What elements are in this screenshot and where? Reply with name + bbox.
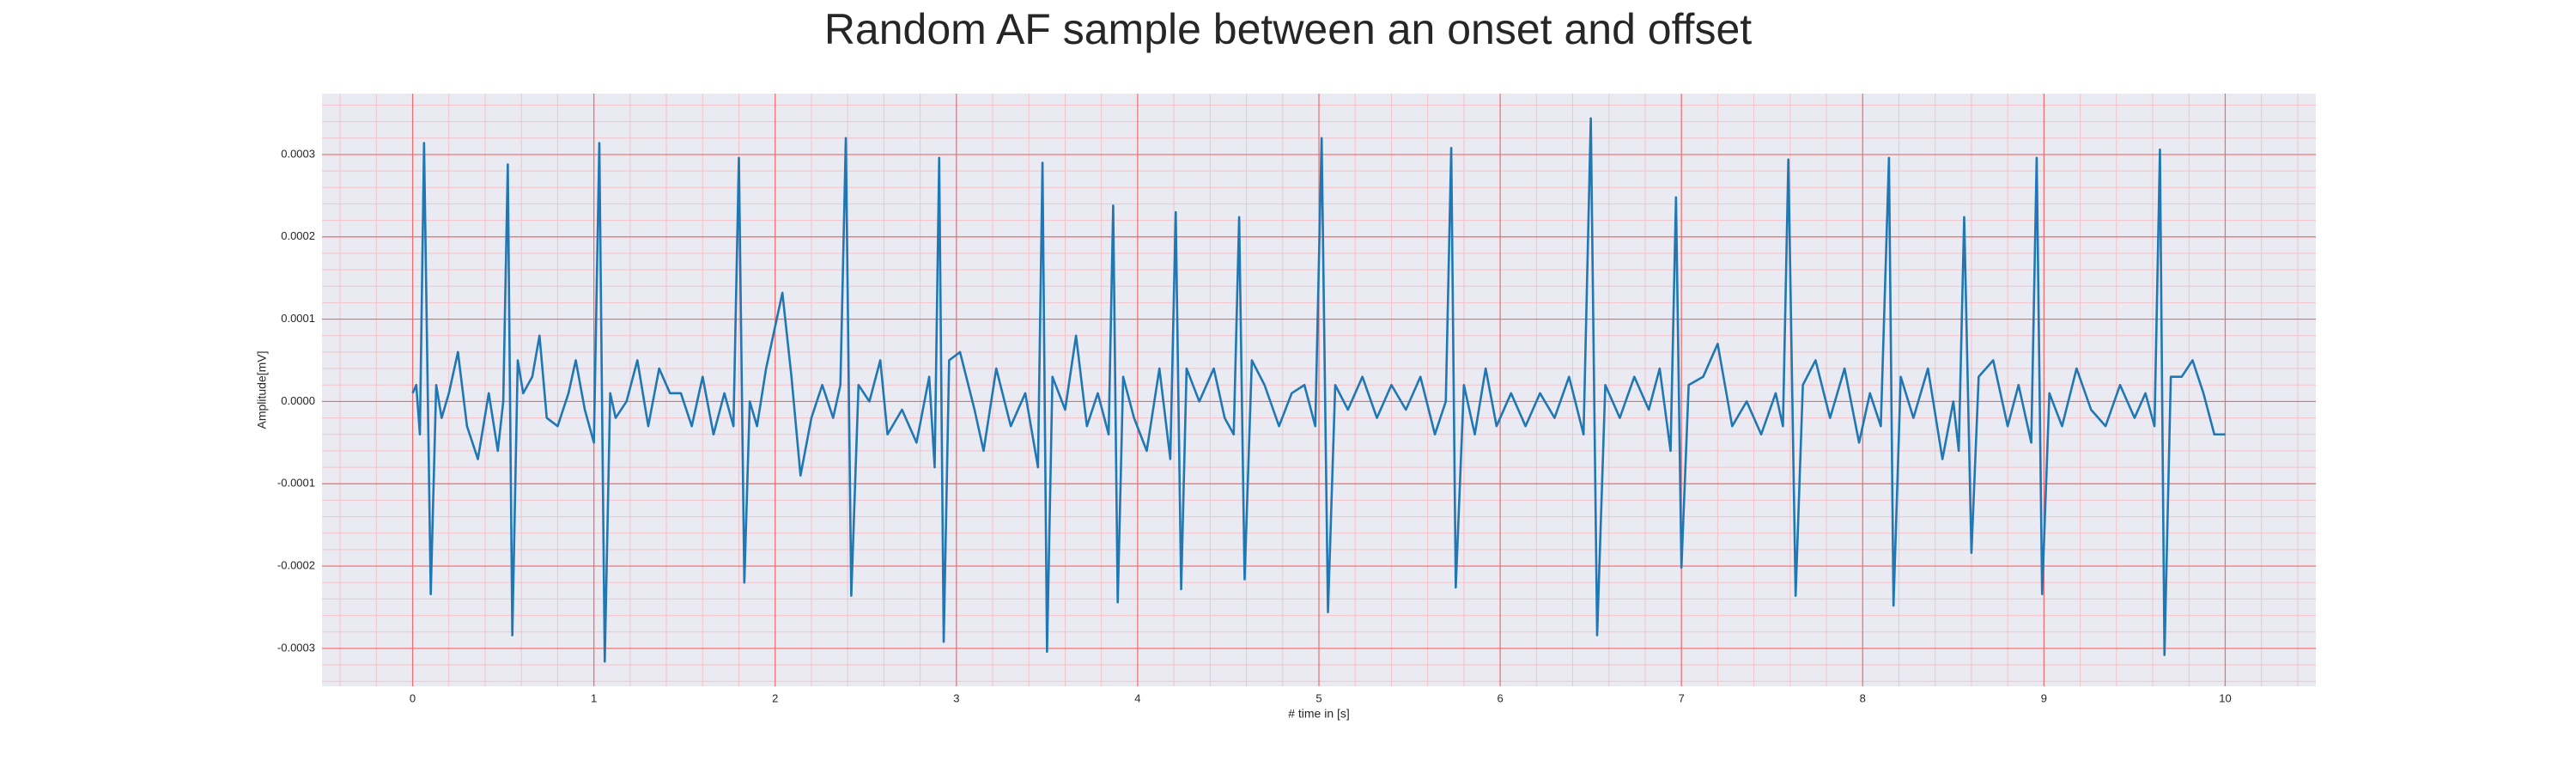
x-tick-label: 3 <box>953 691 959 704</box>
labels: 0 1 2 3 4 5 6 7 8 9 10 0.0003 0.0002 0.0001 0.0000 -0.0… <box>277 147 2232 704</box>
x-tick-label: 8 <box>1860 691 1866 704</box>
y-axis-label: Amplitude[mV] <box>255 350 269 429</box>
y-tick-label: -0.0001 <box>277 477 315 490</box>
y-tick-label: 0.0001 <box>281 312 315 325</box>
grid <box>322 94 2316 686</box>
x-tick-label: 4 <box>1134 691 1140 704</box>
series <box>411 117 2226 663</box>
y-tick-label: 0.0003 <box>281 147 315 160</box>
x-tick-label: 2 <box>772 691 778 704</box>
x-tick-label: 5 <box>1315 691 1321 704</box>
y-tick-label: -0.0003 <box>277 641 315 654</box>
x-tick-label: 9 <box>2041 691 2047 704</box>
x-tick-label: 1 <box>591 691 597 704</box>
x-tick-label: 0 <box>410 691 416 704</box>
data-line <box>411 117 2226 663</box>
y-tick-label: 0.0000 <box>281 394 315 407</box>
x-tick-label: 6 <box>1497 691 1503 704</box>
x-tick-label: 7 <box>1679 691 1685 704</box>
y-tick-label: -0.0002 <box>277 559 315 572</box>
x-axis-label: # time in [s] <box>1288 707 1350 721</box>
chart-title: Random AF sample between an onset and of… <box>824 5 1752 53</box>
x-tick-label: 10 <box>2219 691 2231 704</box>
y-tick-label: 0.0002 <box>281 229 315 242</box>
